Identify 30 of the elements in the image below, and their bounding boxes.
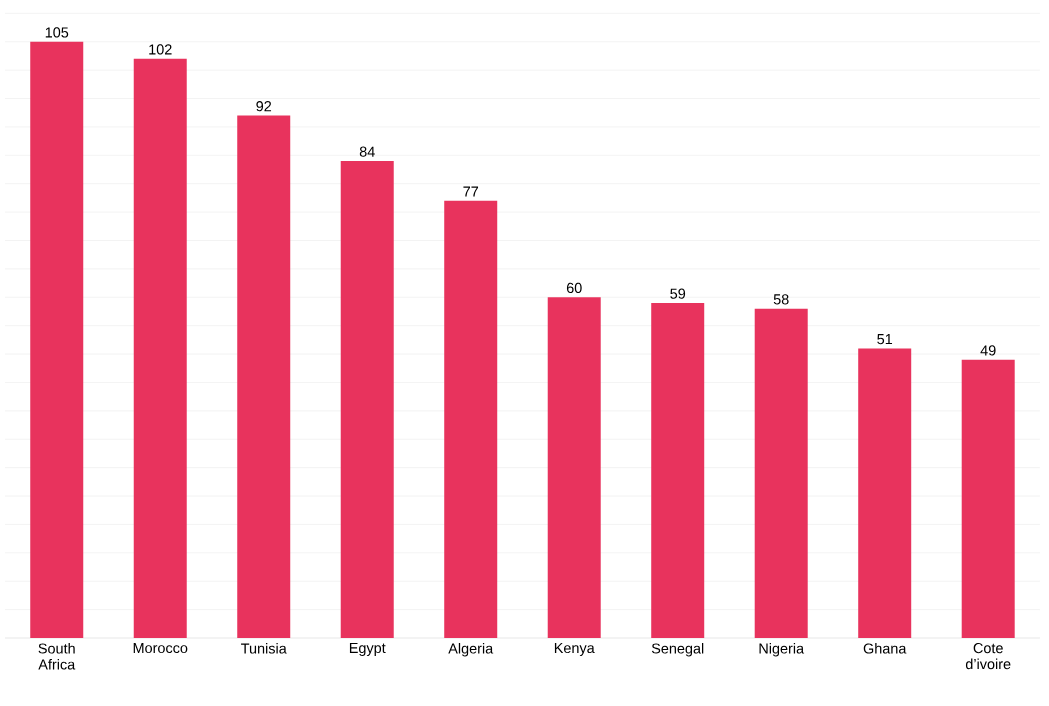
bar: [133, 58, 187, 638]
x-tick-label: Kenya: [554, 643, 595, 656]
data-label: 102: [149, 44, 172, 55]
data-label: 105: [45, 27, 69, 38]
bar: [30, 41, 84, 638]
x-tick-label: Senegal: [651, 643, 704, 657]
bar: [340, 160, 394, 638]
bar: [237, 115, 291, 638]
data-label: 51: [877, 334, 893, 345]
x-tick-label: Egypt: [349, 643, 386, 656]
x-tick-label: Algeria: [448, 643, 494, 657]
bar: [444, 200, 498, 638]
x-tick-label: Nigeria: [759, 643, 805, 657]
bar: [651, 302, 705, 638]
bar: [858, 348, 912, 638]
data-label: 58: [773, 294, 789, 305]
data-label: 60: [566, 282, 582, 294]
bar: [961, 359, 1015, 638]
data-label: 49: [980, 345, 996, 356]
data-label: 59: [670, 288, 686, 299]
data-label: 84: [359, 146, 375, 157]
x-tick-label: Ghana: [863, 643, 907, 654]
x-tick-label: Morocco: [133, 643, 188, 654]
data-label: 92: [256, 101, 272, 112]
bar: [754, 308, 808, 638]
x-tick-label: Tunisia: [241, 643, 287, 654]
x-tick-label: South Africa: [38, 643, 76, 670]
data-label: 77: [463, 186, 479, 197]
x-tick-label: Cote d’ivoire: [965, 643, 1011, 670]
bar: [547, 297, 601, 638]
